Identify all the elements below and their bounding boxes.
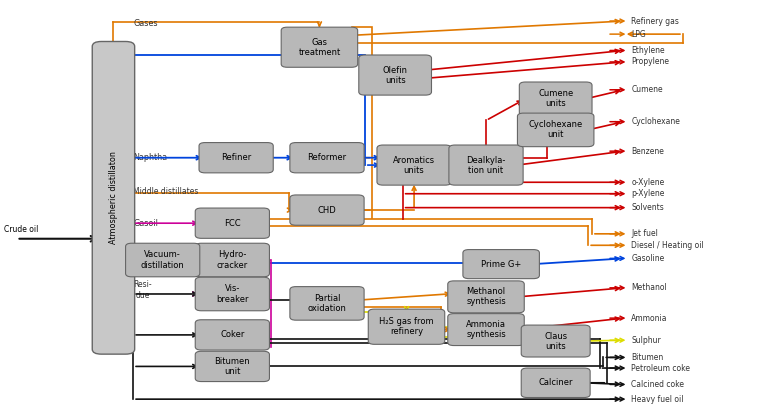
Text: Claus
units: Claus units [544, 332, 567, 351]
Text: Cyclohexane: Cyclohexane [632, 117, 680, 126]
Text: FCC: FCC [224, 219, 241, 228]
FancyBboxPatch shape [377, 145, 451, 185]
Text: Coker: Coker [220, 330, 245, 339]
FancyBboxPatch shape [290, 143, 364, 173]
Text: Gas
treatment: Gas treatment [298, 37, 340, 57]
Text: Ammonia: Ammonia [632, 314, 668, 323]
Text: Methanol
synthesis: Methanol synthesis [466, 287, 506, 307]
Text: Vacuum-
distillation: Vacuum- distillation [141, 250, 185, 269]
Text: Refinery gas: Refinery gas [632, 16, 679, 26]
FancyBboxPatch shape [463, 250, 540, 279]
Text: Hydro-
cracker: Hydro- cracker [217, 250, 248, 269]
Text: Propylene: Propylene [632, 57, 670, 66]
Text: Diesel / Heating oil: Diesel / Heating oil [632, 241, 705, 250]
Text: Naphtha: Naphtha [133, 153, 167, 162]
FancyBboxPatch shape [448, 314, 524, 346]
Text: Gasoil: Gasoil [133, 219, 158, 228]
Text: Ethylene: Ethylene [632, 46, 665, 55]
Text: o-Xylene: o-Xylene [632, 178, 665, 187]
FancyBboxPatch shape [195, 277, 270, 311]
FancyBboxPatch shape [290, 287, 364, 320]
FancyBboxPatch shape [519, 82, 592, 115]
Text: Calciner: Calciner [538, 378, 573, 387]
Text: Cumene
units: Cumene units [538, 89, 573, 108]
Text: Atmospheric distillaton: Atmospheric distillaton [109, 151, 118, 244]
Text: Aromatics
units: Aromatics units [393, 156, 435, 175]
Text: Heavy fuel oil: Heavy fuel oil [632, 395, 684, 404]
Text: Calcined coke: Calcined coke [632, 380, 685, 389]
Text: Cyclohexane
unit: Cyclohexane unit [528, 120, 583, 139]
Text: Sulphur: Sulphur [632, 336, 661, 345]
Text: Jet fuel: Jet fuel [632, 229, 658, 238]
Text: Petroleum coke: Petroleum coke [632, 363, 690, 372]
Text: Resi-
due: Resi- due [133, 280, 152, 300]
FancyBboxPatch shape [195, 351, 270, 382]
FancyBboxPatch shape [195, 208, 270, 238]
Text: Partial
oxidation: Partial oxidation [308, 294, 347, 313]
Text: Solvents: Solvents [632, 203, 664, 212]
Text: Dealkyla-
tion unit: Dealkyla- tion unit [467, 156, 505, 175]
FancyBboxPatch shape [359, 55, 432, 95]
Text: Middle distillates: Middle distillates [133, 187, 198, 196]
FancyBboxPatch shape [281, 27, 358, 67]
FancyBboxPatch shape [449, 145, 523, 185]
Text: Benzene: Benzene [632, 147, 664, 156]
Text: Methanol: Methanol [632, 283, 667, 293]
Text: Gases: Gases [133, 19, 157, 28]
Text: p-Xylene: p-Xylene [632, 189, 665, 198]
FancyBboxPatch shape [125, 243, 200, 277]
Text: H₂S gas from
refinery: H₂S gas from refinery [379, 317, 434, 336]
FancyBboxPatch shape [518, 113, 594, 147]
FancyBboxPatch shape [195, 320, 270, 350]
Text: Crude oil: Crude oil [5, 225, 39, 234]
FancyBboxPatch shape [195, 243, 270, 277]
Text: Bitumen: Bitumen [632, 353, 663, 362]
Text: Gasoline: Gasoline [632, 254, 665, 263]
Text: Reformer: Reformer [308, 153, 347, 162]
FancyBboxPatch shape [199, 143, 274, 173]
Text: Bitumen
unit: Bitumen unit [214, 357, 250, 376]
FancyBboxPatch shape [448, 281, 524, 313]
FancyBboxPatch shape [521, 325, 590, 357]
FancyBboxPatch shape [369, 309, 445, 344]
FancyBboxPatch shape [521, 368, 590, 398]
FancyBboxPatch shape [92, 42, 135, 354]
FancyBboxPatch shape [290, 195, 364, 225]
Text: Cumene: Cumene [632, 85, 663, 94]
Text: Olefin
units: Olefin units [382, 66, 407, 84]
Text: Refiner: Refiner [221, 153, 252, 162]
Text: Vis-
breaker: Vis- breaker [216, 284, 249, 304]
Text: Ammonia
synthesis: Ammonia synthesis [466, 320, 506, 339]
Text: LPG: LPG [632, 30, 646, 39]
Text: CHD: CHD [318, 206, 337, 215]
Text: Prime G+: Prime G+ [481, 260, 521, 269]
